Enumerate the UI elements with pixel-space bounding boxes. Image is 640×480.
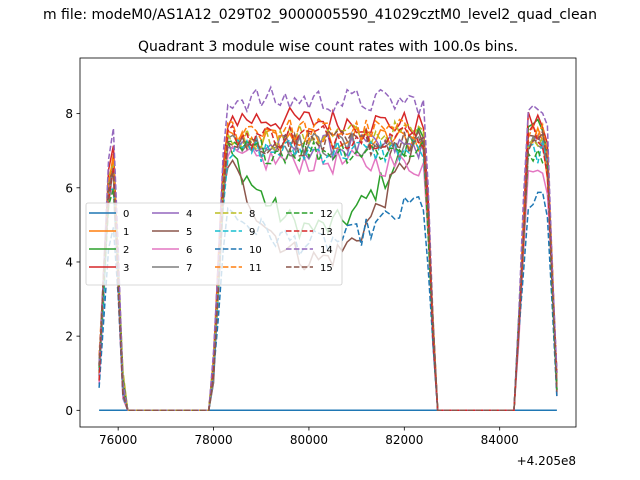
y-tick-label: 6: [65, 181, 73, 195]
legend-label-6: 6: [186, 245, 192, 256]
series-line-15: [98, 128, 558, 412]
series-line-8: [98, 119, 558, 412]
legend-label-4: 4: [186, 209, 192, 220]
figure-suptitle: m file: modeM0/AS1A12_029T02_9000005590_…: [43, 7, 597, 23]
chart-title: Quadrant 3 module wise count rates with …: [138, 39, 518, 55]
x-tick-label: 76000: [99, 433, 137, 447]
x-axis: 76000 78000 80000 82000 84000: [99, 427, 519, 447]
legend-box: [85, 202, 343, 286]
x-tick-label: 82000: [385, 433, 423, 447]
legend-label-7: 7: [186, 263, 192, 274]
y-tick-label: 0: [65, 404, 73, 418]
legend-label-12: 12: [320, 209, 333, 220]
legend-label-9: 9: [249, 227, 255, 238]
y-tick-label: 4: [65, 255, 73, 269]
x-tick-label: 78000: [194, 433, 232, 447]
legend-label-13: 13: [320, 227, 333, 238]
y-tick-label: 2: [65, 330, 73, 344]
axes-frame: [79, 57, 577, 428]
legend-label-10: 10: [249, 245, 262, 256]
legend-label-2: 2: [123, 245, 129, 256]
legend-label-8: 8: [249, 209, 255, 220]
legend-label-1: 1: [123, 227, 129, 238]
legend-label-15: 15: [320, 263, 333, 274]
x-axis-offset-label: +4.205e8: [517, 454, 576, 468]
y-tick-label: 8: [65, 107, 73, 121]
plot-area: 76000 78000 80000 82000 84000 0 2 4 6 8 +4.205e8: [65, 57, 577, 468]
legend-label-14: 14: [320, 245, 333, 256]
x-tick-label: 80000: [290, 433, 328, 447]
legend-label-0: 0: [123, 209, 129, 220]
legend-label-5: 5: [186, 227, 192, 238]
x-tick-label: 84000: [481, 433, 519, 447]
legend-label-3: 3: [123, 263, 129, 274]
y-axis: 0 2 4 6 8: [65, 107, 80, 418]
legend-label-11: 11: [249, 263, 262, 274]
